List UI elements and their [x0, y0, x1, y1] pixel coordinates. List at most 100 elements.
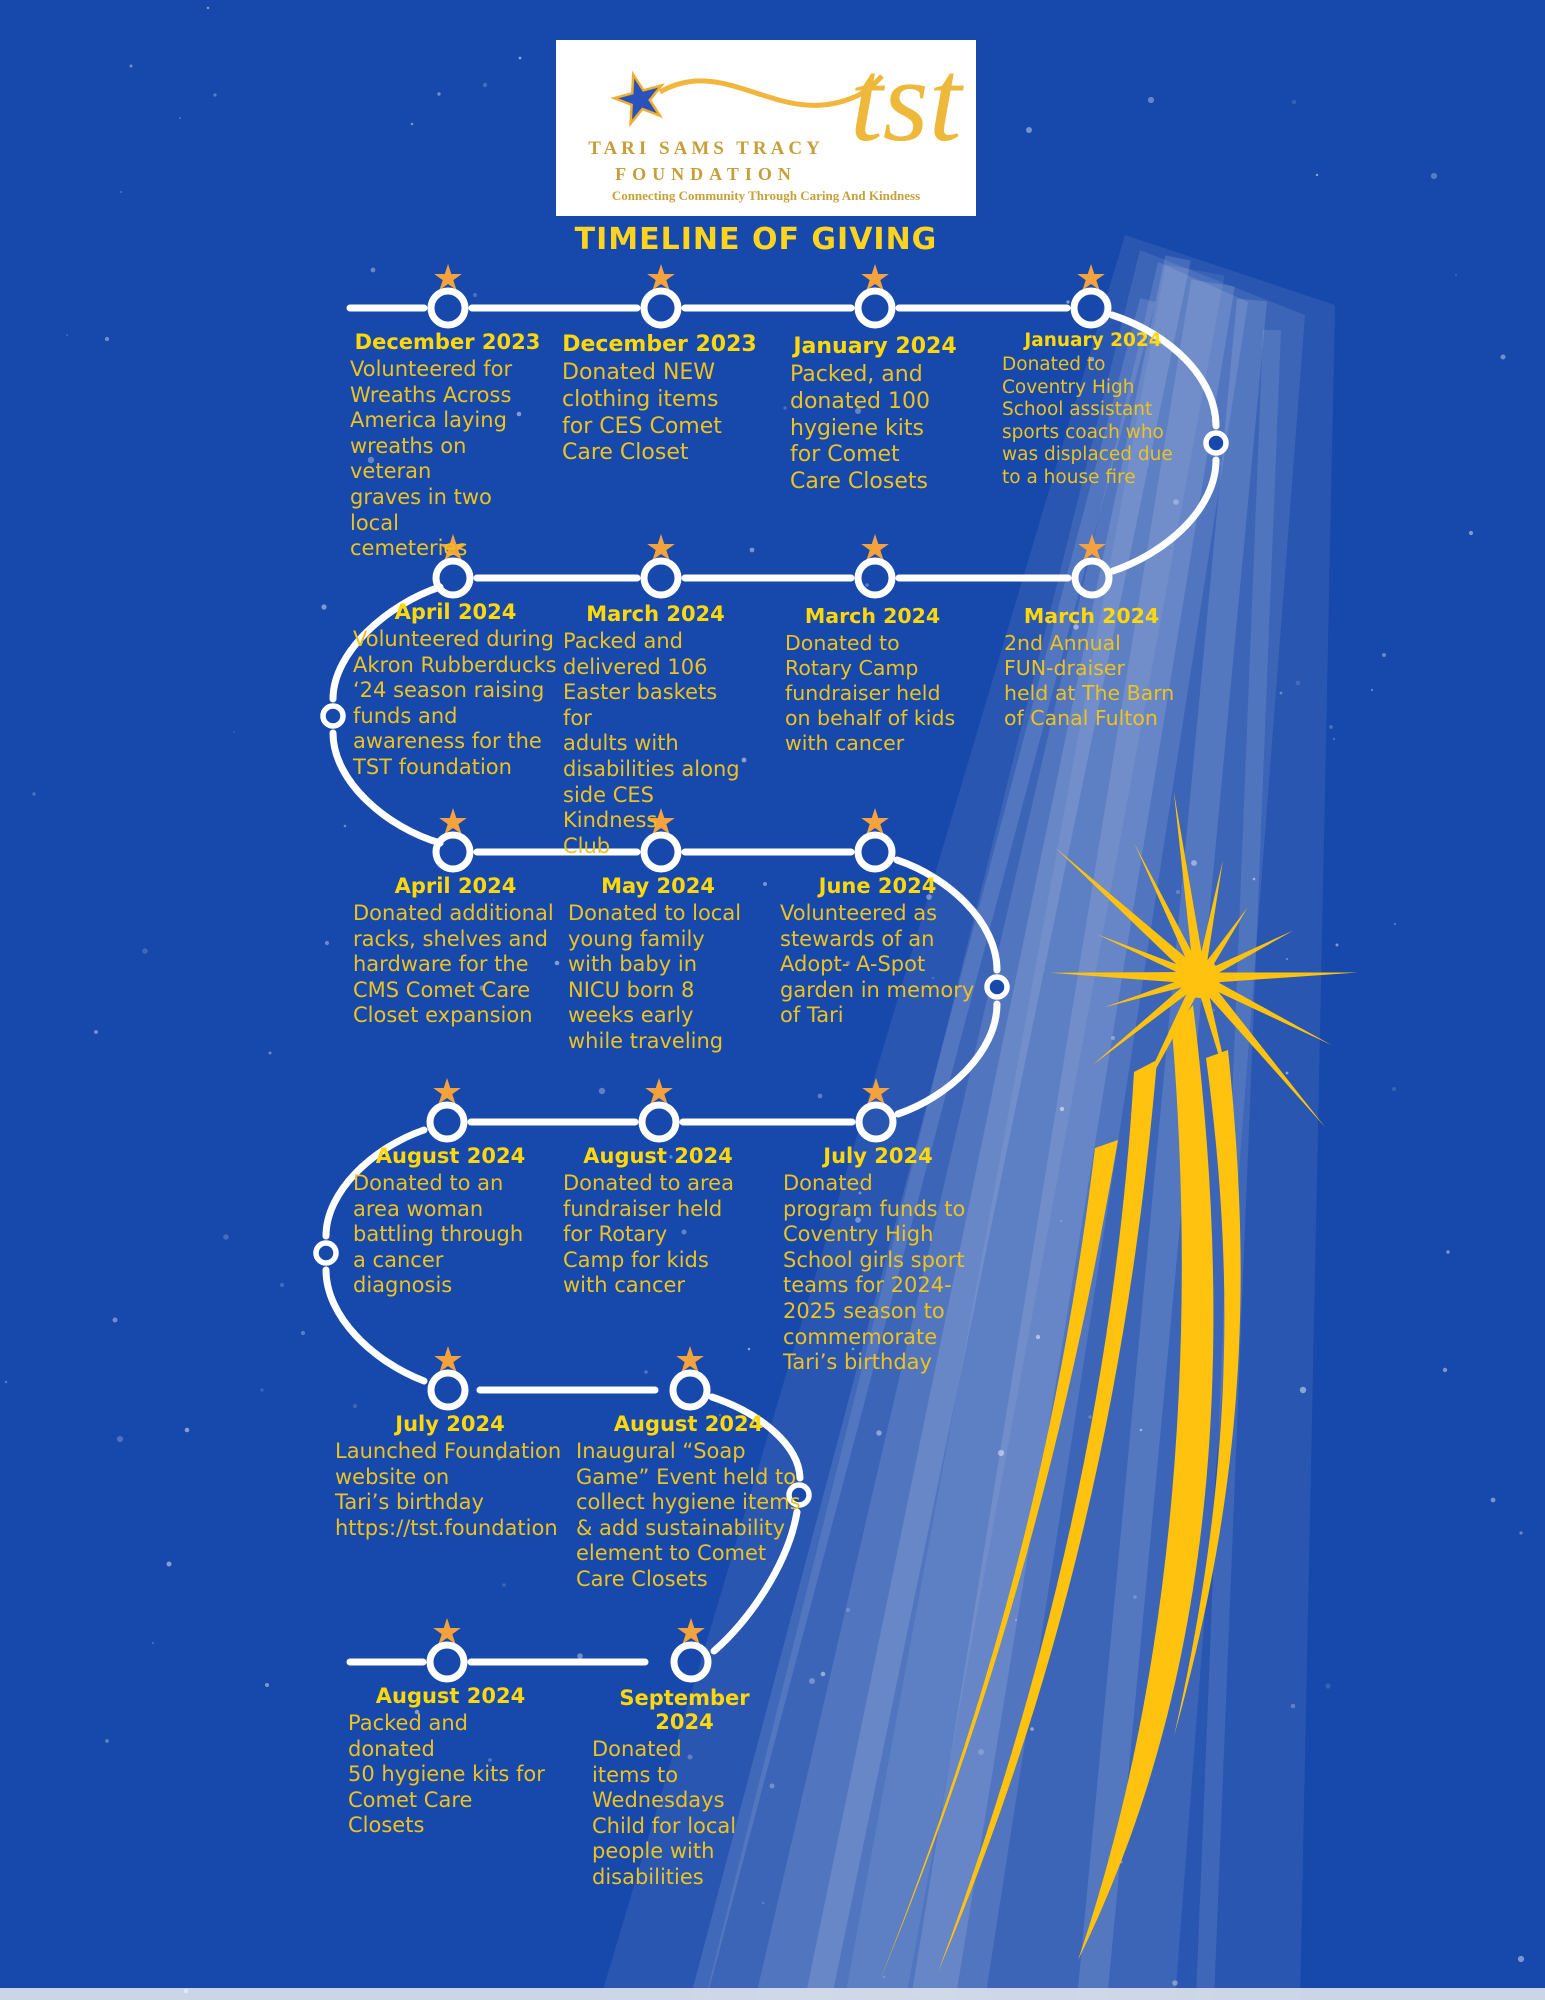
timeline-connector — [322, 1266, 428, 1385]
background-dot — [1333, 738, 1335, 740]
timeline-entry: July 2024 Launched Foundation website on… — [335, 1412, 565, 1541]
background-dot — [1290, 1703, 1296, 1709]
background-dot — [497, 1457, 501, 1461]
background-dot — [142, 948, 148, 954]
timeline-node — [426, 1101, 468, 1143]
background-dot — [1285, 1071, 1289, 1075]
background-dot — [479, 985, 485, 991]
background-dot — [769, 1783, 775, 1789]
entry-description: Volunteered during Akron Rubberducks ‘24… — [353, 627, 557, 780]
background-dot — [665, 1088, 669, 1092]
background-dot — [502, 1583, 506, 1587]
entry-description: Donated to local young family with baby … — [568, 901, 742, 1054]
background-dot — [1430, 172, 1438, 180]
background-dot — [783, 406, 787, 410]
entry-date: March 2024 — [1023, 604, 1160, 628]
background-dot — [1147, 96, 1155, 104]
timeline-entry: April 2024 Donated additional racks, she… — [353, 874, 558, 1029]
bottom-strip — [0, 1988, 1545, 2000]
background-dot — [1073, 624, 1079, 630]
entry-date: May 2024 — [601, 874, 715, 898]
background-dot — [129, 64, 133, 68]
background-dot — [223, 1234, 229, 1240]
entry-date: April 2024 — [394, 874, 517, 898]
shooting-star-core — [1180, 958, 1220, 998]
entry-description: Donated additional racks, shelves and ha… — [353, 901, 554, 1028]
background-dot — [410, 122, 414, 126]
background-dot — [723, 916, 727, 920]
ray-icon — [1198, 860, 1223, 966]
background-dot — [120, 191, 122, 193]
background-dot — [1329, 725, 1333, 729]
background-dot — [749, 547, 755, 553]
background-dot — [598, 1087, 606, 1095]
background-dot — [268, 1051, 272, 1055]
entry-date: July 2024 — [395, 1412, 505, 1436]
logo-star-swoosh: ★ — [601, 55, 884, 143]
timeline-entry: May 2024 Donated to local young family w… — [568, 874, 748, 1055]
background-dot — [183, 1988, 189, 1994]
entry-date: January 2024 — [1024, 330, 1162, 351]
entry-date: August 2024 — [583, 1144, 733, 1168]
background-dot — [1325, 1683, 1331, 1689]
background-dot — [1059, 1106, 1065, 1112]
timeline-node — [426, 1641, 468, 1683]
entry-date: August 2024 — [613, 1412, 764, 1436]
timeline-midpoint-node — [1203, 430, 1229, 456]
timeline-entry: January 2024 Donated to Coventry High Sc… — [1002, 330, 1184, 489]
timeline-node — [670, 1641, 712, 1683]
background-dot — [809, 1678, 815, 1684]
background-dot — [845, 960, 851, 966]
background-dot — [1133, 1595, 1137, 1599]
background-dot — [279, 1282, 285, 1288]
timeline-entry: August 2024 Donated to an area woman bat… — [353, 1144, 548, 1299]
entry-date: January 2024 — [793, 334, 957, 359]
background-dot — [554, 960, 560, 966]
entry-description: Donated to Coventry High School assistan… — [1002, 354, 1173, 488]
background-dot — [1442, 1367, 1448, 1373]
ray-icon — [1210, 930, 1294, 976]
background-dot — [112, 1317, 118, 1323]
background-dot — [1392, 1087, 1396, 1091]
background-dot — [1286, 958, 1288, 960]
background-dot — [518, 56, 522, 60]
background-dot — [1291, 99, 1297, 105]
background-dot — [577, 1653, 583, 1659]
timeline-connector — [1109, 456, 1220, 575]
background-dot — [233, 731, 235, 733]
timeline-connector — [894, 1000, 1001, 1118]
ray-icon — [1129, 988, 1199, 1117]
background-dot — [1026, 127, 1032, 133]
ray-icon — [1055, 847, 1194, 974]
shooting-star-tails — [880, 1005, 1241, 1980]
timeline-node — [855, 1101, 897, 1143]
timeline-node — [640, 831, 682, 873]
shooting-star-rays — [1050, 791, 1358, 1128]
background-dot — [1500, 354, 1506, 360]
background-dot — [855, 408, 861, 414]
background-dot — [695, 1153, 697, 1155]
background-dot — [669, 1155, 673, 1159]
logo-star-icon: ★ — [602, 56, 677, 142]
background-dot — [1519, 1531, 1523, 1535]
timeline-node — [1070, 287, 1112, 329]
background-dot — [1517, 1955, 1525, 1963]
background-dot — [104, 336, 110, 342]
timeline-node — [854, 557, 896, 599]
background-dot — [321, 604, 327, 610]
background-dot — [94, 1030, 98, 1034]
timeline-connector — [893, 856, 1001, 974]
background-dot — [179, 117, 181, 119]
background-dot — [1111, 1036, 1115, 1040]
ray-icon — [1096, 934, 1189, 977]
timeline-nodes: ★ ★ ★ ★★ ★ ★ ★★ ★ ★★ ★ ★★ ★★ ★ — [426, 258, 1113, 1683]
background-dot — [370, 267, 376, 273]
background-dot — [1252, 877, 1256, 881]
background-dot — [516, 411, 522, 417]
background-dot — [644, 1370, 648, 1374]
entry-description: 2nd Annual FUN-draiser held at The Barn … — [1004, 631, 1175, 730]
entry-description: Donated NEW clothing items for CES Comet… — [562, 360, 722, 466]
background-dot — [1191, 860, 1197, 866]
